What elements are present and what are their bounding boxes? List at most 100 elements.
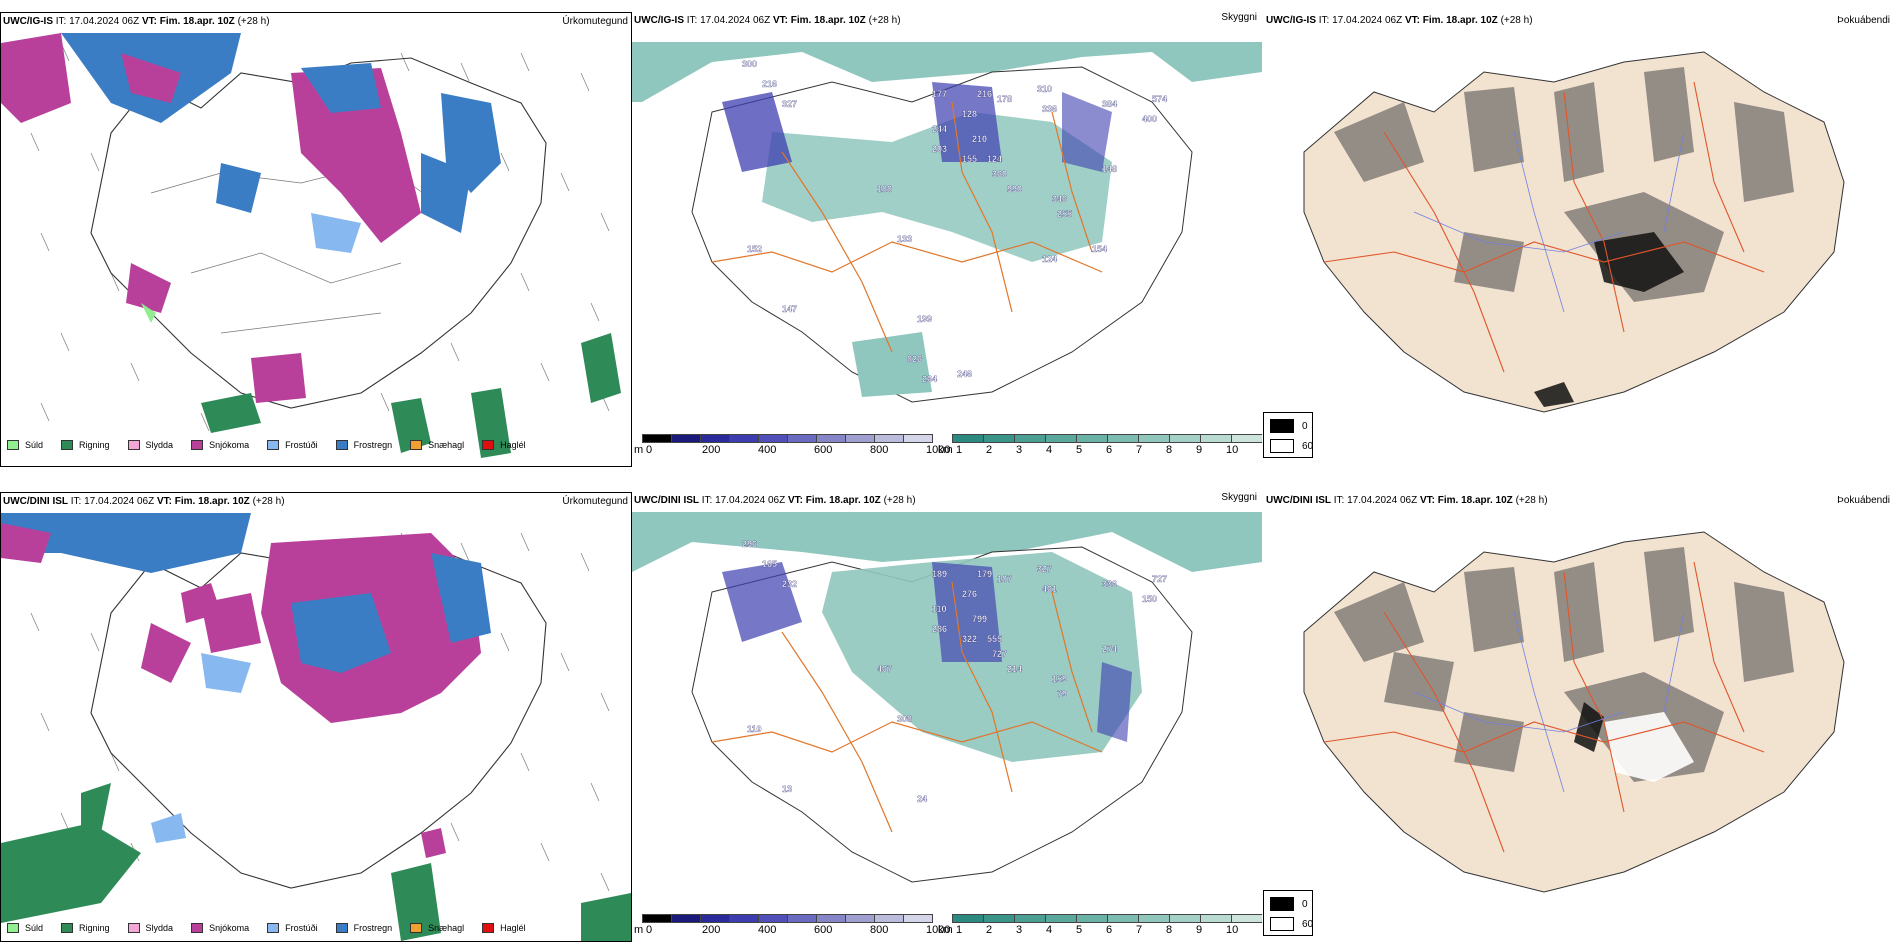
legend-swatch (267, 923, 280, 933)
colorbar-cell (1108, 434, 1139, 443)
peak-height-label: 310 (1037, 84, 1052, 94)
fog-legend-row1: 0 60 (1263, 412, 1313, 458)
legend-swatch (1270, 439, 1294, 453)
colorbar-tick: 8 (1166, 444, 1173, 456)
colorbar-tick: 400 (758, 444, 777, 456)
peak-height-label: 179 (977, 569, 992, 579)
colorbar-tick: 9 (1196, 444, 1203, 456)
peak-height-label: 110 (747, 724, 762, 734)
legend-swatch (191, 923, 204, 933)
peak-height-label: 155 (962, 154, 977, 164)
fog-legend-item: 60 (1270, 439, 1313, 453)
colorbar-cell (1139, 434, 1170, 443)
precip-type-panel-row1: UWC/IG-IS IT: 17.04.2024 06Z VT: Fim. 18… (0, 12, 632, 467)
peak-height-label: 727 (992, 649, 1007, 659)
peak-height-label: 727 (1152, 574, 1167, 584)
legend-swatch (267, 440, 280, 450)
colorbar-tick: 1 (956, 444, 963, 456)
colorbar-cell (788, 434, 817, 443)
peak-height-label: 154 (1092, 244, 1107, 254)
peak-height-label: 467 (877, 664, 892, 674)
peak-height-label: 203 (932, 144, 947, 154)
fog-legend-item: 0 (1270, 897, 1308, 911)
colorbar-cell (846, 434, 875, 443)
colorbar-tick: 0 (646, 444, 653, 456)
colorbar-cell (643, 914, 672, 923)
colorbar-cell (984, 434, 1015, 443)
legend-swatch (482, 440, 495, 450)
legend-swatch (1270, 897, 1294, 911)
colorbar-tick: 7 (1136, 924, 1143, 936)
panel-title: UWC/DINI ISL IT: 17.04.2024 06Z VT: Fim.… (1266, 495, 1548, 506)
legend-swatch (335, 923, 348, 933)
peak-height-label: 189 (932, 569, 947, 579)
panel-name: Skyggni (1221, 492, 1257, 503)
legend-swatch (410, 923, 423, 933)
peak-height-label: 232 (782, 579, 797, 589)
colorbar-tick: 0 (646, 924, 653, 936)
colorbar-cell (788, 914, 817, 923)
peak-height-label: 300 (742, 59, 757, 69)
colorbar-tick: 1000 (926, 924, 951, 936)
panel-title: UWC/IG-IS IT: 17.04.2024 06Z VT: Fim. 18… (1266, 15, 1533, 26)
peak-height-label: 276 (962, 589, 977, 599)
legend-swatch (127, 923, 140, 933)
colorbar-unit: km (938, 444, 953, 456)
fog-legend-item: 0 (1270, 419, 1308, 433)
height-colorbar (642, 914, 933, 923)
legend-item: Rigning (61, 440, 110, 450)
colorbar-cell (643, 434, 672, 443)
colorbar-unit: m (634, 924, 644, 936)
peak-height-label: 384 (1102, 99, 1117, 109)
fog-panel-row2: UWC/DINI ISL IT: 17.04.2024 06Z VT: Fim.… (1264, 492, 1900, 940)
peak-height-label: 574 (1152, 94, 1167, 104)
peak-height-label: 199 (917, 314, 932, 324)
fog-legend-item: 60 (1270, 917, 1313, 931)
panel-title: UWC/DINI ISL IT: 17.04.2024 06Z VT: Fim.… (3, 496, 285, 507)
precip-legend: Súld Rigning Slydda Snjókoma Frostúði Fr… (7, 440, 544, 450)
colorbar-cell (1201, 914, 1232, 923)
legend-item: Haglél (482, 923, 526, 933)
peak-height-label: 461 (1042, 584, 1057, 594)
peak-height-label: 246 (957, 369, 972, 379)
colorbar-tick: 3 (1016, 924, 1023, 936)
peak-height-label: 346 (1052, 194, 1067, 204)
colorbar-tick: 600 (814, 444, 833, 456)
peak-height-label: 327 (782, 99, 797, 109)
peak-height-label: 799 (972, 614, 987, 624)
peak-height-label: 124 (1042, 254, 1057, 264)
peak-height-label: 148 (1102, 164, 1117, 174)
colorbar-cell (875, 914, 904, 923)
legend-item: Slydda (127, 923, 173, 933)
peak-height-label: 147 (782, 304, 797, 314)
colorbar-tick: 200 (702, 444, 721, 456)
colorbar-cell (1170, 914, 1201, 923)
visibility-colorbar (952, 434, 1262, 443)
peak-height-label: 400 (1142, 114, 1157, 124)
peak-height-label: 165 (762, 559, 777, 569)
colorbar-cell (701, 434, 730, 443)
legend-item: Snjókoma (191, 440, 249, 450)
peak-height-label: 555 (987, 634, 1002, 644)
colorbar-tick: 600 (814, 924, 833, 936)
vis-cells (952, 434, 1262, 443)
panel-title: UWC/DINI ISL IT: 17.04.2024 06Z VT: Fim.… (634, 495, 916, 506)
colorbar-cell (1077, 914, 1108, 923)
peak-height-label: 264 (922, 374, 937, 384)
colorbar-tick: 5 (1076, 444, 1083, 456)
panel-name: Þokuábendi (1837, 15, 1890, 26)
colorbar-cell (984, 914, 1015, 923)
peak-height-label: 24 (917, 794, 927, 804)
legend-item: Frostúði (267, 440, 318, 450)
peak-height-label: 79 (1057, 689, 1067, 699)
precip-map-row1 (1, 33, 621, 458)
colorbar-cell (1015, 434, 1046, 443)
colorbar-cell (1170, 434, 1201, 443)
visibility-panel-row1: 300 216 327 177 128 244 216 178 310 336 384 574 400 2… (632, 12, 1262, 465)
colorbar-unit: km (938, 924, 953, 936)
colorbar-tick: 10 (1226, 444, 1239, 456)
colorbar-cell (701, 914, 730, 923)
peak-height-label: 133 (897, 234, 912, 244)
colorbar-cell (672, 434, 701, 443)
peak-height-label: 150 (1142, 594, 1157, 604)
